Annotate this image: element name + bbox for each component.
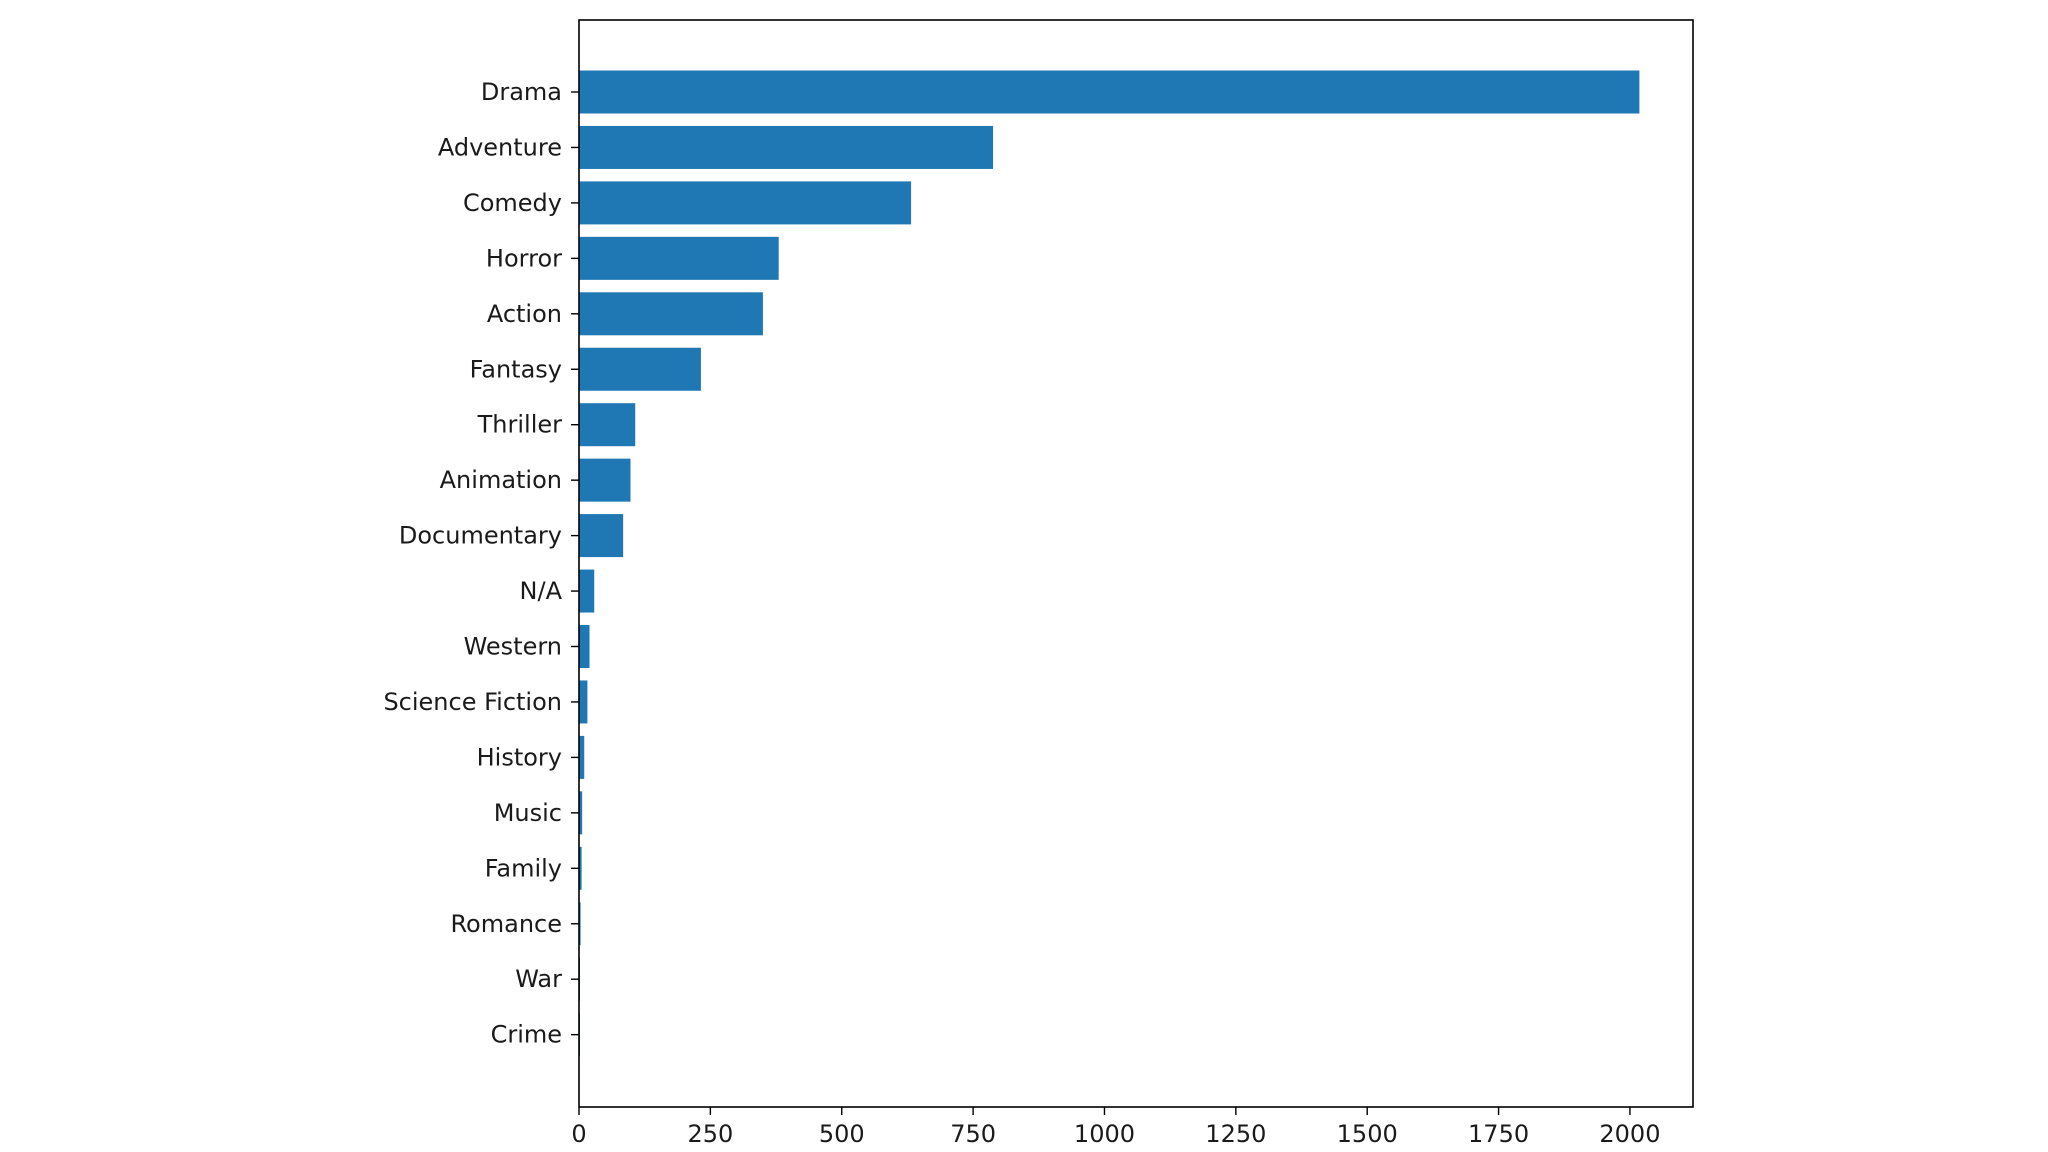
y-tick-label: Action (487, 300, 562, 328)
y-tick-label: Family (485, 854, 562, 882)
plot-frame (578, 19, 1694, 1108)
bar-science-fiction (579, 680, 588, 724)
bar-action (579, 292, 763, 336)
y-tick-label: Horror (486, 244, 562, 272)
bar-drama (579, 70, 1640, 114)
bar-documentary (579, 514, 624, 558)
bar-family (579, 846, 582, 890)
x-tick-label: 250 (687, 1120, 733, 1148)
y-tick-label: N/A (520, 577, 563, 605)
y-tick-label: War (515, 965, 562, 993)
y-tick-label: Fantasy (470, 355, 562, 383)
y-tick-label: Thriller (477, 411, 563, 439)
x-tick-label: 1250 (1205, 1120, 1266, 1148)
x-tick-label: 2000 (1599, 1120, 1660, 1148)
y-tick-label: Western (464, 633, 562, 661)
x-tick-label: 500 (819, 1120, 865, 1148)
x-tick-label: 0 (571, 1120, 586, 1148)
bar-horror (579, 236, 779, 280)
bar-western (579, 625, 590, 668)
y-tick-label: Crime (491, 1021, 562, 1049)
x-tick-label: 1000 (1074, 1120, 1135, 1148)
x-tick-label: 1500 (1337, 1120, 1398, 1148)
bar-thriller (579, 403, 636, 447)
y-axis: Drama Adventure Comedy Horror Action Fantasy T… (383, 78, 579, 1049)
y-tick-label: Romance (450, 910, 562, 938)
bar-music (579, 791, 583, 835)
y-tick-label: Adventure (438, 133, 562, 161)
y-tick-label: Music (494, 799, 562, 827)
y-tick-label: Animation (440, 466, 562, 494)
bar-adventure (579, 125, 994, 169)
y-tick-label: Drama (481, 78, 562, 106)
y-tick-label: Comedy (463, 189, 562, 217)
y-tick-label: Documentary (399, 522, 562, 550)
bar-fantasy (579, 347, 701, 391)
bars-layer (579, 70, 1640, 1057)
x-tick-label: 750 (950, 1120, 996, 1148)
bar-animation (579, 458, 631, 502)
bar-comedy (579, 181, 912, 225)
y-tick-label: History (477, 743, 562, 771)
y-tick-label: Science Fiction (383, 688, 562, 716)
bar-n-a (579, 569, 595, 613)
x-tick-label: 1750 (1468, 1120, 1529, 1148)
x-axis: 0 250 500 750 1000 1250 1500 1750 2000 (571, 1107, 1660, 1148)
bar-history (579, 735, 585, 779)
